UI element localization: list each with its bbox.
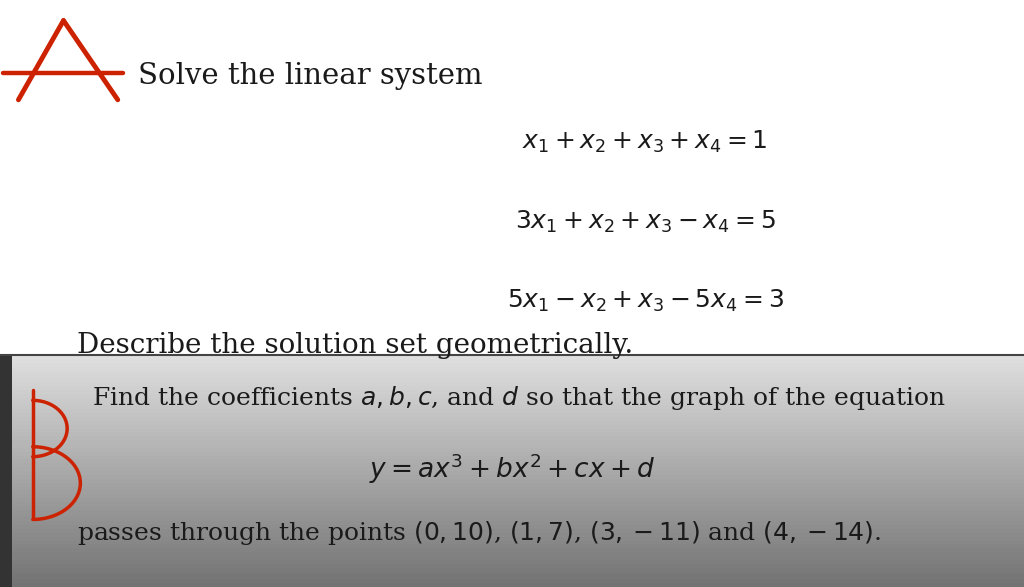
Bar (0, 362, 1024, 367)
Bar (0, 389, 1024, 394)
Bar (0, 455, 1024, 460)
Bar (0, 370, 1024, 375)
Bar (0, 355, 1024, 359)
Bar (0, 386, 1024, 390)
Bar (0, 501, 1024, 506)
Bar (0, 471, 1024, 475)
Text: Find the coefficients $a, b, c$, and $d$ so that the graph of the equation: Find the coefficients $a, b, c$, and $d$… (92, 384, 946, 413)
Bar (0, 540, 1024, 545)
Bar (0, 428, 1024, 433)
Bar (0, 436, 1024, 440)
Bar (0, 536, 1024, 541)
Bar (0, 559, 1024, 564)
Bar (0, 409, 1024, 413)
Bar (0, 521, 1024, 525)
Bar (0, 494, 1024, 498)
Bar (0, 416, 1024, 421)
Bar (0, 447, 1024, 452)
Bar (0, 575, 1024, 579)
Bar (0, 571, 1024, 575)
Bar (0, 474, 1024, 479)
Text: Solve the linear system: Solve the linear system (138, 62, 482, 90)
Bar (0, 382, 1024, 386)
Bar (0, 548, 1024, 552)
Bar (0, 564, 1024, 568)
Bar (0, 552, 1024, 556)
Bar (0, 393, 1024, 397)
Text: $y = ax^3 + bx^2 + cx + d$: $y = ax^3 + bx^2 + cx + d$ (369, 452, 655, 487)
Bar (0, 420, 1024, 425)
Bar (0, 579, 1024, 583)
Bar (0, 555, 1024, 560)
Bar (0, 432, 1024, 436)
Bar (0, 498, 1024, 502)
Bar (0, 443, 1024, 448)
Bar (0, 490, 1024, 494)
Text: passes through the points $(0, 10)$, $(1, 7)$, $(3, -11)$ and $(4, -14)$.: passes through the points $(0, 10)$, $(1… (77, 519, 881, 548)
Bar (0, 532, 1024, 537)
Bar (0, 582, 1024, 587)
Bar (0, 440, 1024, 444)
Bar (0, 451, 1024, 456)
Bar (0, 405, 1024, 409)
Text: $x_1 + x_2 + x_3 + x_4 = 1$: $x_1 + x_2 + x_3 + x_4 = 1$ (522, 129, 768, 156)
Bar (0, 355, 12, 587)
Bar (0, 517, 1024, 521)
Bar (0, 459, 1024, 463)
Bar (0, 478, 1024, 483)
Bar (0, 366, 1024, 370)
Bar (0, 374, 1024, 378)
Bar (0, 528, 1024, 533)
Bar (0, 513, 1024, 518)
Bar (0, 505, 1024, 510)
Bar (0, 0, 1024, 355)
Bar (0, 424, 1024, 429)
Text: Describe the solution set geometrically.: Describe the solution set geometrically. (77, 332, 633, 359)
Bar (0, 567, 1024, 572)
Bar (0, 401, 1024, 406)
Bar (0, 482, 1024, 487)
Bar (0, 486, 1024, 490)
Bar (0, 378, 1024, 382)
Bar (0, 509, 1024, 514)
Bar (0, 397, 1024, 402)
Bar (0, 544, 1024, 548)
Bar (0, 359, 1024, 363)
Bar (0, 467, 1024, 471)
Text: $5x_1 - x_2 + x_3 - 5x_4 = 3$: $5x_1 - x_2 + x_3 - 5x_4 = 3$ (507, 288, 783, 314)
Bar (0, 463, 1024, 467)
Text: $3x_1 + x_2 + x_3 - x_4 = 5$: $3x_1 + x_2 + x_3 - x_4 = 5$ (515, 208, 775, 235)
Bar (0, 525, 1024, 529)
Bar (0, 413, 1024, 417)
